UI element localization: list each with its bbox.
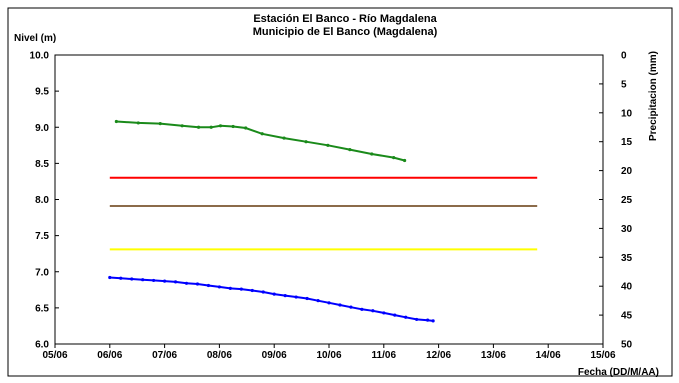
x-axis-label: Fecha (DD/M/AA)	[578, 367, 659, 378]
x-tick-label: 14/06	[536, 350, 561, 361]
y2-axis-label: Precipitacion (mm)	[648, 51, 659, 141]
data-point	[180, 124, 184, 128]
data-point	[282, 136, 286, 140]
data-point	[360, 307, 364, 311]
y2-tick-label: 15	[621, 137, 633, 148]
data-point	[326, 143, 330, 147]
data-point	[228, 286, 232, 290]
data-point	[272, 292, 276, 296]
data-point	[294, 295, 298, 299]
x-tick-label: 07/06	[152, 350, 177, 361]
y2-tick-label: 5	[621, 79, 627, 90]
data-point	[415, 317, 419, 322]
y2-tick-label: 20	[621, 166, 633, 177]
data-point	[231, 124, 235, 129]
x-tick-label: 09/06	[262, 350, 287, 361]
data-point	[173, 280, 178, 284]
y2-tick-label: 50	[621, 340, 633, 351]
data-point	[244, 126, 248, 130]
data-point	[209, 125, 213, 129]
data-point	[431, 319, 435, 323]
y-tick-label: 6.0	[35, 340, 49, 351]
y2-tick-label: 35	[621, 253, 633, 264]
y-tick-label: 8.5	[35, 159, 49, 170]
data-point	[239, 287, 243, 291]
x-axis-ticks: 05/06 06/06 07/06 08/06 09/06 10/06 11/06 12/06…	[42, 344, 616, 361]
y-tick-label: 7.0	[35, 267, 49, 278]
data-point	[370, 152, 374, 156]
y-tick-label: 6.5	[35, 303, 49, 314]
series-layer	[108, 119, 538, 323]
data-point	[163, 279, 167, 283]
x-tick-label: 10/06	[316, 350, 341, 361]
data-point	[393, 313, 397, 317]
y2-tick-label: 10	[621, 108, 633, 119]
y-axis-label: Nivel (m)	[14, 33, 56, 44]
data-point	[371, 309, 375, 313]
data-point	[217, 285, 221, 289]
data-point	[206, 283, 211, 288]
x-tick-label: 11/06	[372, 350, 397, 361]
data-point	[196, 125, 201, 129]
x-tick-label: 08/06	[207, 350, 232, 361]
data-point	[141, 278, 145, 282]
x-tick-label: 13/06	[481, 350, 506, 361]
data-point	[195, 282, 200, 286]
y-tick-label: 9.5	[35, 87, 49, 98]
data-point	[304, 140, 308, 144]
y-tick-label: 9.0	[35, 123, 49, 134]
data-point	[426, 318, 430, 322]
y-axis-ticks: 6.0 6.5 7.0 7.5 8.0 8.5 9.0 9.5 10.0	[30, 51, 59, 351]
x-tick-label: 06/06	[97, 350, 122, 361]
data-point	[338, 303, 342, 307]
data-point	[283, 293, 287, 298]
x-tick-label: 05/06	[42, 350, 67, 361]
data-point	[158, 122, 162, 126]
data-point	[136, 121, 140, 125]
x-tick-label: 12/06	[426, 350, 451, 361]
y2-tick-label: 25	[621, 195, 633, 206]
x-tick-label: 15/06	[590, 350, 615, 361]
y2-tick-label: 45	[621, 311, 633, 322]
data-point	[392, 155, 396, 160]
y-tick-label: 8.0	[35, 195, 49, 206]
data-point	[119, 276, 123, 280]
data-point	[349, 305, 353, 309]
data-point	[152, 278, 156, 283]
data-point	[130, 277, 134, 281]
data-point	[403, 158, 407, 163]
data-point	[108, 275, 112, 280]
plot-area	[54, 54, 604, 345]
chart-title: Estación El Banco - Río Magdalena	[253, 13, 437, 25]
data-point	[316, 299, 320, 303]
y-tick-label: 10.0	[30, 51, 50, 62]
data-point	[184, 281, 189, 285]
data-point	[348, 148, 352, 152]
data-point	[404, 315, 408, 319]
data-point	[250, 288, 254, 293]
data-point	[305, 296, 309, 301]
y2-tick-label: 30	[621, 224, 633, 235]
y2-axis-ticks: 0 5 10 15 20 25 30 35 40 45 50	[599, 51, 633, 351]
data-point	[261, 290, 265, 294]
chart-subtitle: Municipio de El Banco (Magdalena)	[253, 26, 438, 38]
data-point	[327, 301, 331, 305]
data-point	[114, 119, 118, 124]
data-point	[382, 311, 386, 315]
data-point	[260, 132, 264, 136]
y-tick-label: 7.5	[35, 231, 49, 242]
y2-tick-label: 0	[621, 51, 627, 62]
y2-tick-label: 40	[621, 282, 633, 293]
data-point	[218, 124, 223, 128]
